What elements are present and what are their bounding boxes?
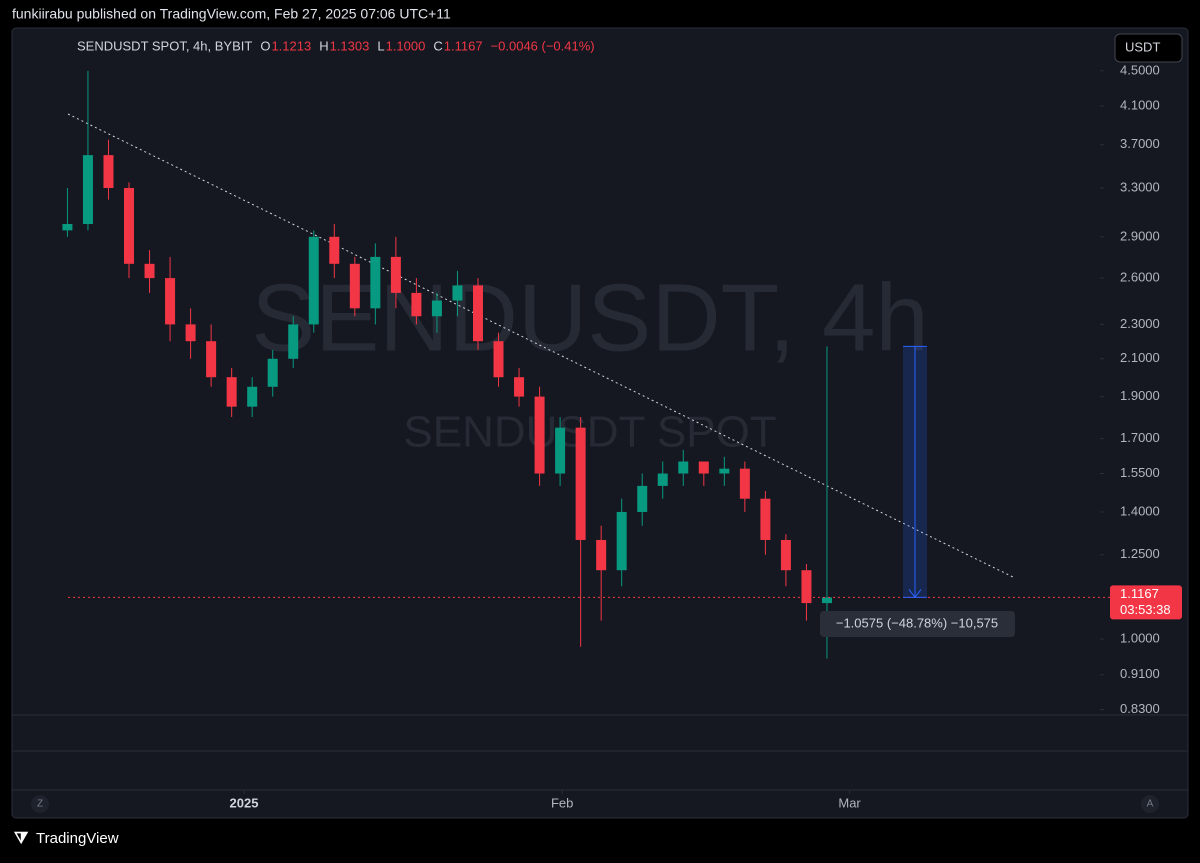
auto-label[interactable]: A	[1147, 799, 1154, 810]
measure-arrowhead	[908, 589, 922, 599]
candle-body	[390, 256, 401, 293]
candle-body	[801, 570, 812, 604]
auto-button[interactable]	[1141, 795, 1159, 813]
y-tick-label: 1.9000	[1120, 388, 1160, 403]
candle-body	[308, 236, 319, 325]
y-tick-label: 4.5000	[1120, 62, 1160, 77]
reset-button[interactable]	[31, 795, 49, 813]
legend-item: 1.1000	[386, 38, 426, 53]
y-tick-label: 0.8300	[1120, 701, 1160, 716]
y-tick-label: 1.4000	[1120, 503, 1160, 518]
legend-item: 1.1213	[271, 38, 311, 53]
candle-body	[514, 377, 525, 397]
y-tick-label: 1.5500	[1120, 465, 1160, 480]
candle-body	[821, 597, 832, 604]
candle-body	[124, 188, 135, 264]
candle-body	[616, 511, 627, 571]
header-title: funkiirabu published on TradingView.com,…	[12, 6, 451, 22]
legend-item: SENDUSDT SPOT, 4h, BYBIT	[77, 38, 252, 53]
candle-body	[452, 285, 463, 301]
candle-body	[349, 263, 360, 309]
currency-label[interactable]: USDT	[1125, 39, 1160, 54]
legend-item: 1.1303	[330, 38, 370, 53]
y-tick-label: 4.1000	[1120, 97, 1160, 112]
reset-label[interactable]: Z	[37, 799, 43, 810]
candle-body	[637, 485, 648, 512]
candle-body	[431, 300, 442, 317]
candle-body	[329, 236, 340, 264]
currency-button[interactable]	[1114, 33, 1183, 63]
candle-body	[534, 396, 545, 474]
last-price-box	[1110, 585, 1182, 620]
candle-body	[493, 341, 504, 378]
candle-body	[555, 427, 566, 474]
y-tick-label: 3.3000	[1120, 179, 1160, 194]
y-tick-label: 2.3000	[1120, 316, 1160, 331]
legend-item: 1.1167	[444, 38, 483, 53]
watermark-sub: SENDUSDT SPOT	[403, 408, 776, 457]
x-tick-label: Mar	[838, 795, 861, 810]
candle-body	[760, 498, 771, 540]
candle-body	[698, 461, 709, 474]
legend-item: −0.0046 (−0.41%)	[491, 38, 595, 53]
countdown: 03:53:38	[1120, 602, 1171, 617]
candle-body	[472, 285, 483, 342]
candle-body	[678, 461, 689, 474]
candle-body	[719, 468, 730, 474]
candle-body	[185, 324, 196, 342]
legend-item: L	[377, 38, 384, 53]
candle-body	[267, 358, 278, 387]
y-tick-label: 2.6000	[1120, 270, 1160, 285]
candle-body	[165, 278, 176, 325]
measure-label-box	[820, 611, 1015, 637]
watermark: SENDUSDT, 4h	[251, 264, 929, 371]
candle-body	[780, 539, 791, 571]
last-price-label: 1.1167	[1120, 586, 1159, 601]
x-tick-label: 2025	[230, 795, 259, 810]
candle-body	[226, 377, 237, 407]
candle-body	[206, 341, 217, 378]
legend-item: C	[433, 38, 442, 53]
candle-body	[411, 292, 422, 317]
footer-brand: TradingView	[36, 830, 119, 847]
candle-body	[288, 324, 299, 359]
candle-body	[103, 155, 114, 189]
measure-label: −1.0575 (−48.78%) −10,575	[836, 615, 998, 630]
y-tick-label: 1.2500	[1120, 546, 1160, 561]
y-tick-label: 2.9000	[1120, 228, 1160, 243]
legend: SENDUSDT SPOT, 4h, BYBIT O 1.1213 H 1.1303 L 1…	[77, 38, 595, 53]
candle-body	[657, 473, 668, 486]
y-tick-label: 1.7000	[1120, 430, 1160, 445]
trend-line	[67, 113, 1016, 579]
candle-body	[370, 256, 381, 309]
candle-body	[82, 155, 93, 225]
candle-body	[62, 224, 73, 231]
legend-item: H	[319, 38, 328, 53]
candle-body	[247, 386, 258, 407]
y-tick-label: 2.1000	[1120, 350, 1160, 365]
y-tick-label: 3.7000	[1120, 136, 1160, 151]
x-tick-label: Feb	[551, 795, 573, 810]
footer-logo: ⧩	[13, 830, 29, 847]
y-tick-label: 1.0000	[1120, 631, 1160, 646]
legend-item: O	[260, 38, 270, 53]
y-tick-label: 0.9100	[1120, 666, 1160, 681]
candle-body	[144, 263, 155, 279]
candle-body	[739, 468, 750, 499]
candle-body	[575, 427, 586, 540]
candle-body	[596, 539, 607, 571]
